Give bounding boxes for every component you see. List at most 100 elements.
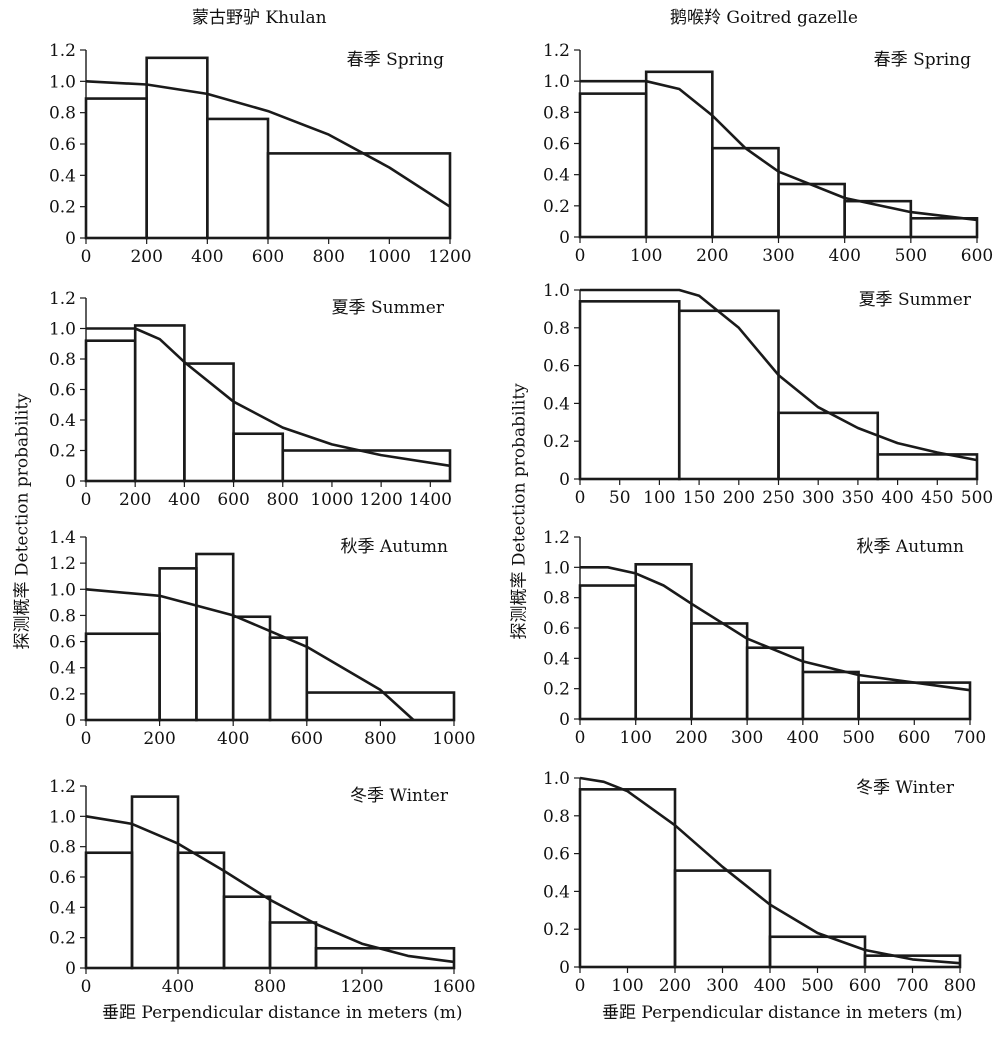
y-tick-label: 1.2 bbox=[543, 41, 570, 61]
detection-function-curve bbox=[85, 815, 455, 964]
histogram-bar bbox=[158, 567, 198, 722]
histogram-bar bbox=[768, 935, 867, 969]
detection-function-curve bbox=[86, 327, 451, 468]
x-tick-label: 800 bbox=[312, 247, 344, 267]
x-tick-label: 800 bbox=[364, 729, 396, 749]
detection-function-curve bbox=[85, 80, 451, 208]
x-tick-label: 400 bbox=[162, 977, 194, 997]
column-title-goitred-gazelle: 鹅喉羚 Goitred gazelle bbox=[670, 8, 858, 28]
x-tick-label: 300 bbox=[706, 976, 738, 996]
chart-panel-1: 0 0.2 0.4 0.6 0.8 1.0 1.2 0 200 400 600 800 1000 1200… bbox=[49, 41, 472, 267]
y-tick-label: 0.4 bbox=[543, 166, 570, 186]
y-tick-label: 0 bbox=[65, 229, 76, 249]
x-tick-label: 200 bbox=[143, 729, 175, 749]
y-tick-label: 1.0 bbox=[49, 72, 76, 92]
y-tick-label: 0.6 bbox=[49, 868, 76, 888]
x-tick-label: 600 bbox=[849, 976, 881, 996]
x-tick-label: 1000 bbox=[310, 490, 353, 510]
histogram-bar bbox=[268, 636, 309, 722]
x-tick-label: 500 bbox=[961, 488, 993, 508]
y-tick-label: 0 bbox=[559, 228, 570, 248]
x-tick-label: 100 bbox=[619, 728, 651, 748]
detection-function-curve bbox=[580, 79, 978, 222]
chart-panel-6: 0 0.2 0.4 0.6 0.8 1.0 1.2 0 100 200 300 400 500 600 70… bbox=[543, 528, 986, 748]
y-tick-label: 0.2 bbox=[543, 197, 570, 217]
x-tick-label: 400 bbox=[217, 729, 249, 749]
y-tick-label: 0 bbox=[559, 710, 570, 730]
y-tick-label: 0.6 bbox=[49, 381, 76, 401]
x-tick-label: 600 bbox=[291, 729, 323, 749]
histogram-bar bbox=[231, 615, 272, 722]
y-tick-label: 1.0 bbox=[543, 72, 570, 92]
season-label: 夏季 Summer bbox=[859, 290, 972, 310]
y-tick-label: 0.6 bbox=[543, 135, 570, 155]
y-tick-label: 0.2 bbox=[543, 680, 570, 700]
histogram-bar bbox=[578, 300, 681, 481]
x-tick-label: 0 bbox=[575, 728, 586, 748]
detection-function-curve bbox=[85, 588, 415, 721]
x-tick-label: 0 bbox=[81, 490, 92, 510]
y-tick-label: 0.6 bbox=[49, 633, 76, 653]
detection-function-curve bbox=[580, 565, 971, 692]
x-tick-label: 400 bbox=[754, 976, 786, 996]
x-tick-label: 300 bbox=[731, 728, 763, 748]
y-tick-label: 0.8 bbox=[49, 606, 76, 626]
x-tick-label: 200 bbox=[119, 490, 151, 510]
histogram-bar bbox=[690, 622, 749, 721]
season-label: 夏季 Summer bbox=[332, 298, 445, 318]
histogram-bar bbox=[176, 851, 226, 970]
y-tick-label: 1.0 bbox=[49, 320, 76, 340]
x-tick-label: 100 bbox=[611, 976, 643, 996]
y-tick-label: 0 bbox=[65, 959, 76, 979]
x-tick-label: 0 bbox=[81, 247, 92, 267]
histogram-bar bbox=[130, 795, 180, 970]
y-tick-label: 0.2 bbox=[543, 432, 570, 452]
x-tick-label: 600 bbox=[252, 247, 284, 267]
histogram-bar bbox=[266, 152, 452, 240]
x-tick-label: 0 bbox=[575, 488, 586, 508]
y-tick-label: 1.0 bbox=[543, 558, 570, 578]
histogram-bar bbox=[644, 70, 714, 239]
y-tick-label: 0 bbox=[559, 958, 570, 978]
y-tick-label: 1.2 bbox=[49, 41, 76, 61]
x-tick-label: 300 bbox=[802, 488, 834, 508]
x-tick-label: 800 bbox=[267, 490, 299, 510]
x-tick-label: 0 bbox=[575, 246, 586, 266]
y-tick-label: 0.6 bbox=[49, 135, 76, 155]
x-tick-label: 500 bbox=[895, 246, 927, 266]
y-tick-label: 1.2 bbox=[543, 528, 570, 548]
chart-panel-8: 0 0.2 0.4 0.6 0.8 1.0 0 100 200 300 400 500 600 700 80… bbox=[543, 769, 976, 996]
x-tick-label: 600 bbox=[961, 246, 993, 266]
x-tick-label: 200 bbox=[659, 976, 691, 996]
histogram-bar bbox=[677, 309, 780, 481]
y-tick-label: 0.2 bbox=[49, 442, 76, 462]
y-tick-label: 1.0 bbox=[543, 281, 570, 301]
y-tick-label: 0.8 bbox=[49, 350, 76, 370]
x-tick-label: 500 bbox=[842, 728, 874, 748]
y-tick-label: 1.0 bbox=[49, 807, 76, 827]
histogram-bar bbox=[801, 670, 860, 721]
y-tick-label: 0.2 bbox=[543, 920, 570, 940]
y-tick-label: 0.4 bbox=[49, 166, 76, 186]
x-tick-label: 1000 bbox=[368, 247, 411, 267]
histogram-bar bbox=[578, 92, 648, 239]
y-tick-label: 1.0 bbox=[543, 769, 570, 789]
x-tick-label: 1600 bbox=[432, 977, 475, 997]
histogram-bar bbox=[268, 921, 318, 970]
y-tick-label: 0.4 bbox=[49, 659, 76, 679]
x-tick-label: 1200 bbox=[340, 977, 383, 997]
y-tick-label: 0.2 bbox=[49, 198, 76, 218]
season-label: 冬季 Winter bbox=[350, 786, 449, 806]
y-tick-label: 0.4 bbox=[543, 649, 570, 669]
y-tick-label: 0.4 bbox=[543, 394, 570, 414]
x-tick-label: 1200 bbox=[428, 247, 471, 267]
detection-function-curve bbox=[579, 776, 961, 965]
y-tick-label: 1.2 bbox=[49, 777, 76, 797]
x-tick-label: 800 bbox=[254, 977, 286, 997]
x-tick-label: 450 bbox=[921, 488, 953, 508]
x-tick-label: 200 bbox=[675, 728, 707, 748]
y-tick-label: 0 bbox=[65, 711, 76, 731]
histogram-bar bbox=[84, 851, 134, 970]
x-tick-label: 800 bbox=[944, 976, 976, 996]
